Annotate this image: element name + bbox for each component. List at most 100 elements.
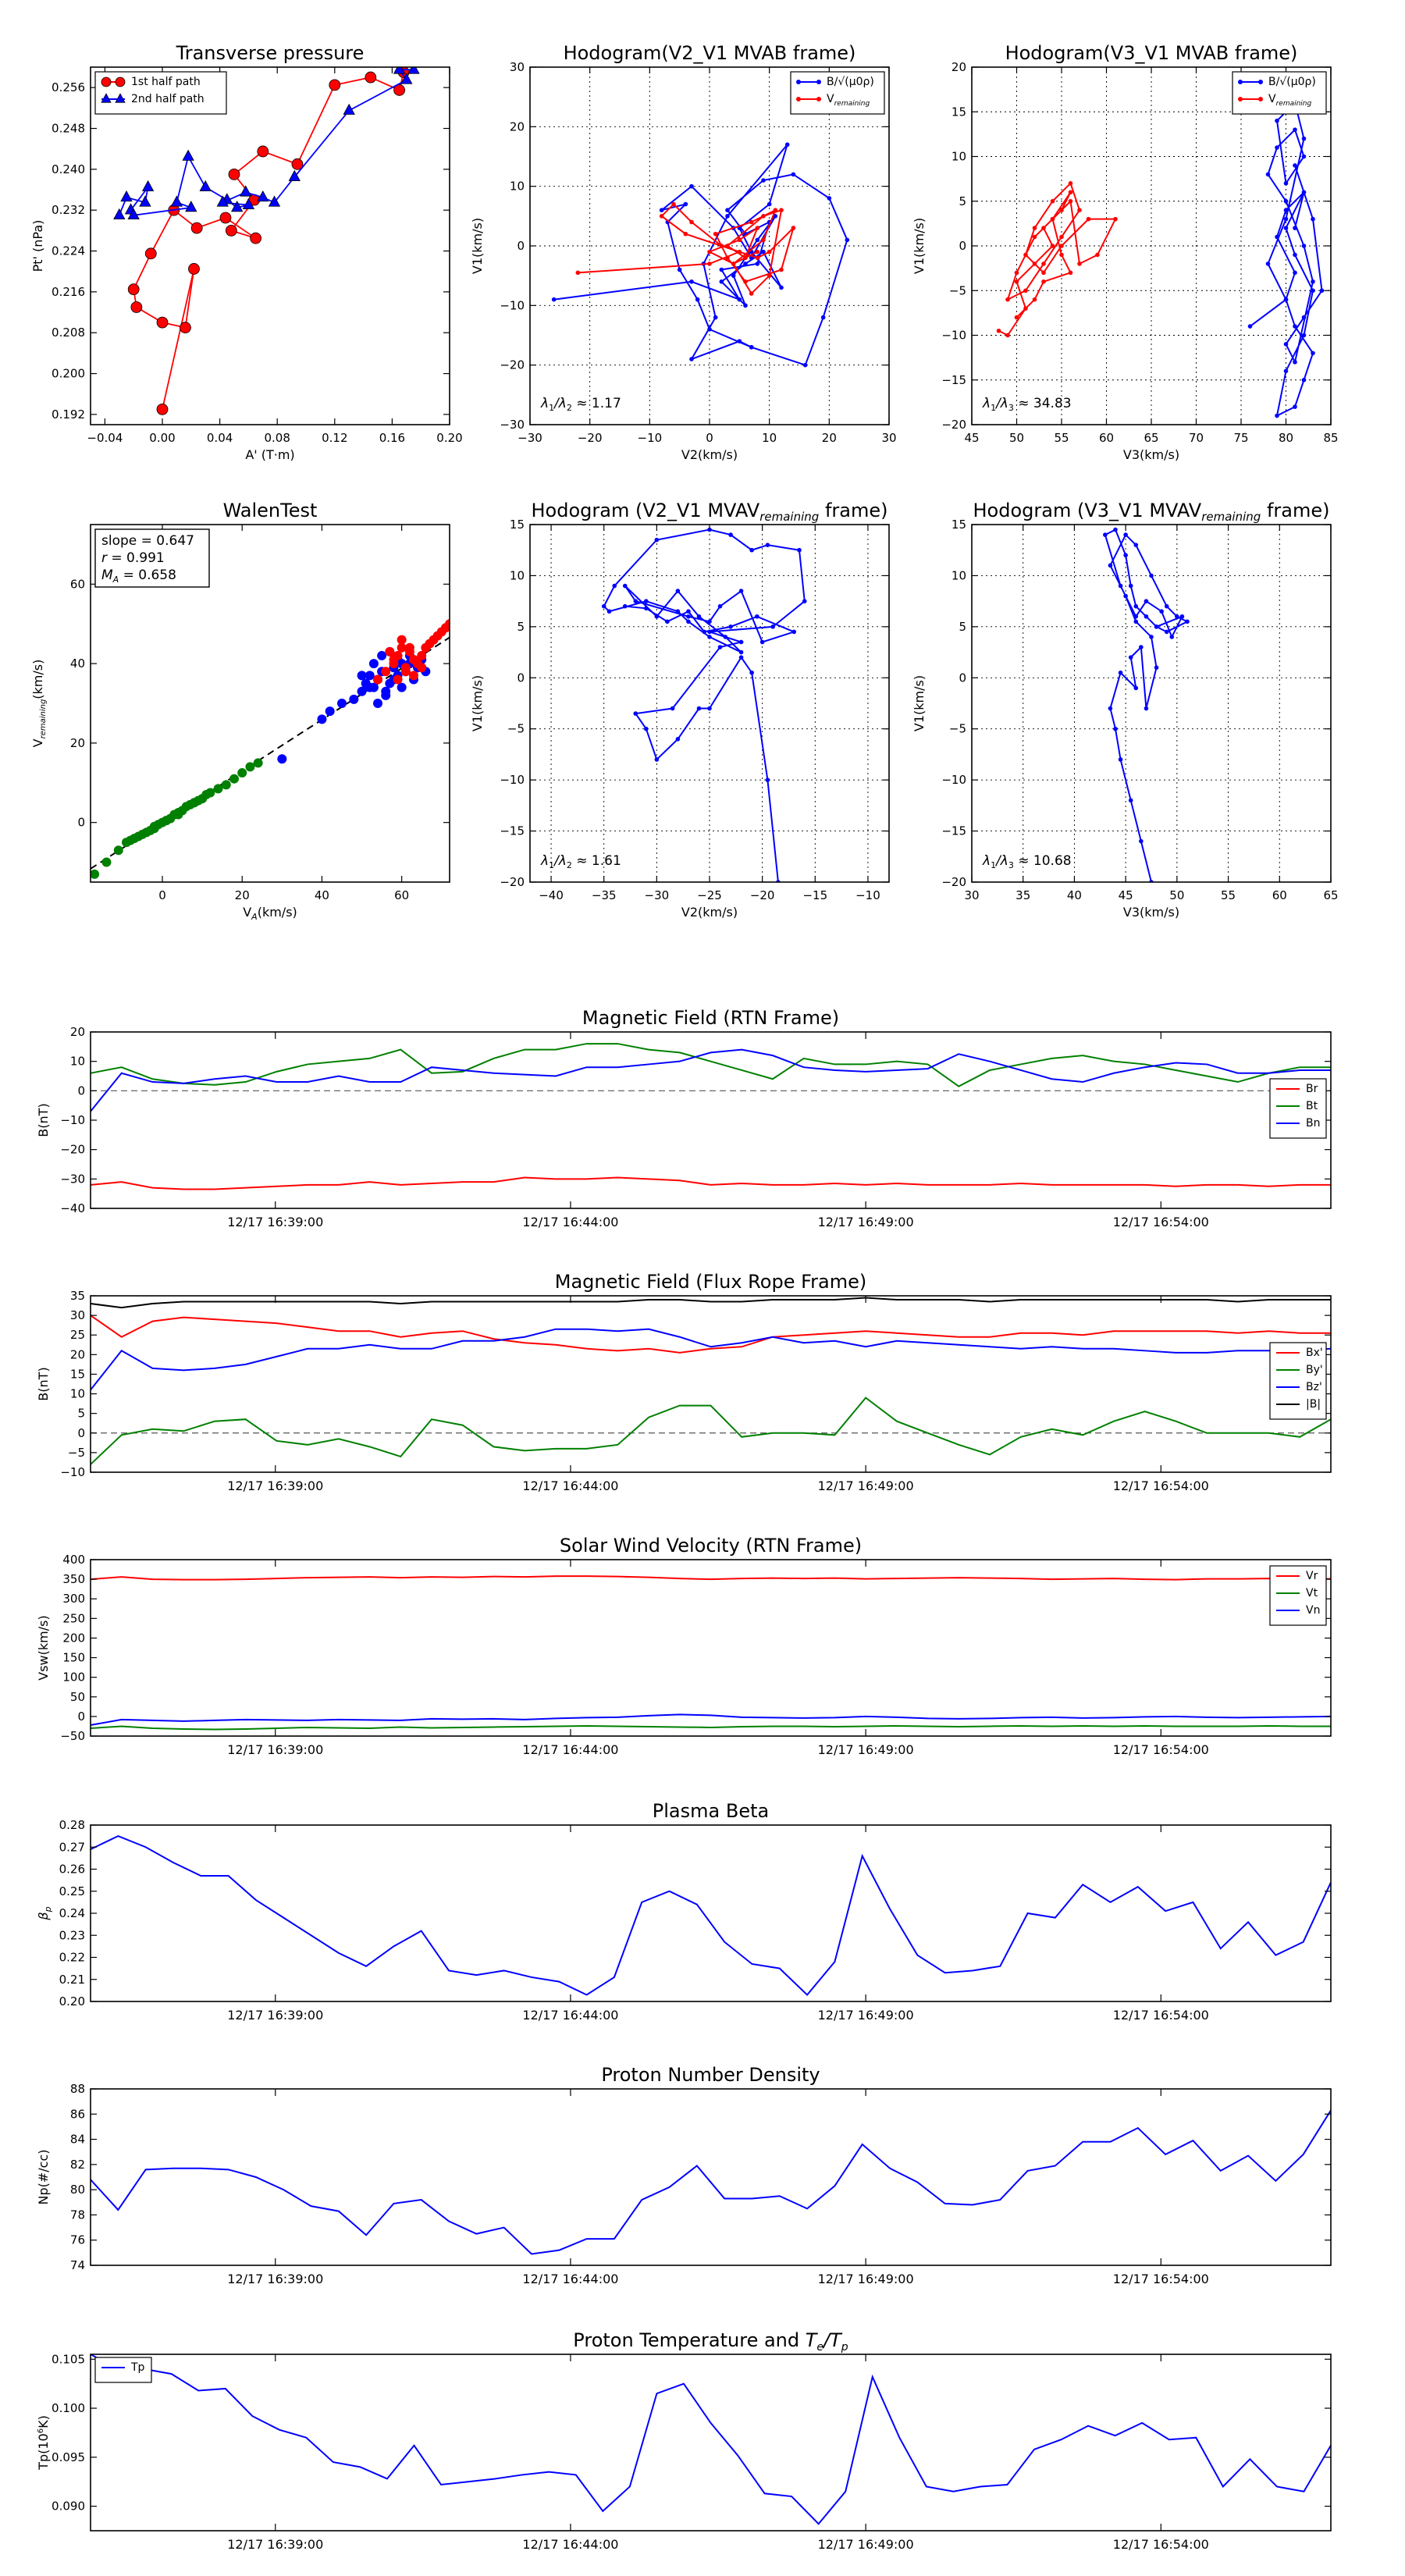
chart-title: Hodogram(V2_V1 MVAB frame) <box>564 42 856 64</box>
series-v-point <box>675 609 681 614</box>
label-sup: 6 <box>37 2428 45 2433</box>
stats-line: MA = 0.658 <box>101 568 176 585</box>
legend-label: 2nd half path <box>131 93 205 105</box>
series-v-remaining-point <box>1014 315 1019 320</box>
series-v-point <box>738 639 744 645</box>
series-b-0--point <box>761 178 766 183</box>
series-b-0--point <box>1293 226 1297 230</box>
series-b-0--point <box>713 315 718 320</box>
series-v-remaining-point <box>707 249 712 254</box>
series-b-0--point <box>725 214 730 219</box>
series-red-point <box>404 642 414 653</box>
x-tick-label: 0.08 <box>264 431 290 445</box>
series-b-0--point <box>761 249 766 254</box>
legend-box <box>94 2357 152 2383</box>
plot-area <box>91 2109 1331 2255</box>
x-tick-label: −0.04 <box>87 431 123 445</box>
series-1st-half-path-line <box>133 72 404 410</box>
x-tick-label: 12/17 16:54:00 <box>1113 1478 1209 1493</box>
stats-part: M <box>101 568 113 583</box>
title-part: Hodogram (V2_V1 MVAV <box>532 500 760 521</box>
series-green-point <box>189 798 199 808</box>
series-v-remaining-point <box>1059 208 1064 213</box>
series-green-point <box>149 824 159 834</box>
legend-marker <box>816 80 821 84</box>
series-v-point <box>622 603 628 609</box>
title-part: Hodogram (V3_V1 MVAV <box>973 500 1202 521</box>
series-green-point <box>201 790 212 800</box>
series-b-0--point <box>1283 368 1289 374</box>
x-tick-label: 12/17 16:39:00 <box>227 1478 323 1493</box>
series-1st-half-path-point <box>144 247 157 260</box>
series-v-point <box>1118 583 1123 589</box>
series-blue-point <box>397 682 407 692</box>
series-1st-half-path-point <box>365 71 377 84</box>
series-blue-point <box>277 754 287 764</box>
series-b-0--point <box>784 142 790 148</box>
y-tick-label: −5 <box>949 722 966 736</box>
x-tick-label: 20 <box>235 888 250 902</box>
y-tick-label: 0.25 <box>59 1884 85 1898</box>
series-v-remaining-line <box>578 203 795 295</box>
series-v-remaining-point <box>779 208 784 213</box>
series-blue-point <box>373 699 382 708</box>
series-v-point <box>1113 527 1118 532</box>
series-v-remaining-point <box>671 201 676 207</box>
y-tick-label: 5 <box>77 1407 85 1421</box>
series-v-point <box>723 635 728 639</box>
x-tick-label: 12/17 16:39:00 <box>227 2008 323 2023</box>
y-tick-label: 0.21 <box>59 1973 85 1987</box>
series-red-point <box>400 667 411 677</box>
plot-area <box>91 1297 1331 1465</box>
y-tick-label: 100 <box>62 1670 85 1685</box>
series-2nd-half-path-point <box>216 195 229 207</box>
series-green-point <box>229 774 239 784</box>
series-v-remaining-point <box>1032 226 1037 230</box>
chart-proton_density: 12/17 16:39:00 12/17 16:44:00 12/17 16:49:… <box>36 2064 1332 2286</box>
x-tick-label: 12/17 16:49:00 <box>818 2008 914 2023</box>
anno-sub: 1 <box>991 860 996 870</box>
label-part: V <box>30 738 45 747</box>
y-tick-label: −10 <box>941 773 966 787</box>
series-b-0--point <box>1293 127 1297 132</box>
label-part: V <box>243 905 251 920</box>
chart-hodogram_v3_v1_mvab: 45 50 55 60 65 70 75 80 85 −20 −15 −10 −5 0 5 10 15 20 Hod… <box>912 42 1339 462</box>
x-tick-label: −35 <box>592 888 617 902</box>
chart-magnetic_field_rtn: 12/17 16:39:00 12/17 16:44:00 12/17 16:49:… <box>36 1007 1332 1229</box>
series-v-remaining-point <box>731 262 736 266</box>
series-b-0--point <box>1301 377 1307 382</box>
legend-marker <box>816 97 821 101</box>
series-v-remaining-point <box>1032 262 1037 266</box>
series-1st-half-path-point <box>228 168 240 180</box>
series-green-point <box>91 869 100 879</box>
series-b-0--point <box>1293 163 1297 168</box>
anno-part: λ <box>540 853 549 869</box>
series-v-point <box>765 777 770 782</box>
y-tick-label: 5 <box>959 620 966 634</box>
series-b-0--point <box>1293 270 1297 276</box>
series-2nd-half-path-point <box>257 190 269 202</box>
series-b-0--point <box>743 262 748 266</box>
series-b-0--point <box>737 297 742 302</box>
series-v-line <box>603 528 806 882</box>
x-tick-label: 12/17 16:39:00 <box>227 1215 323 1229</box>
x-tick-label: 12/17 16:54:00 <box>1113 1742 1209 1757</box>
plot-frame <box>90 66 450 425</box>
series-green-point <box>237 768 247 778</box>
plot-area <box>996 101 1325 418</box>
series-v-point <box>1175 614 1179 619</box>
x-tick-label: 12/17 16:39:00 <box>227 2537 323 2552</box>
series-v-point <box>1139 838 1144 844</box>
x-tick-label: 12/17 16:44:00 <box>522 1215 618 1229</box>
series-v-point <box>707 706 712 711</box>
legend-marker <box>101 76 112 87</box>
series-v-point <box>654 537 660 543</box>
series-v-remaining-line <box>998 182 1117 336</box>
series-b-0--point <box>755 262 760 266</box>
legend-label: |B| <box>1306 1398 1321 1411</box>
x-tick-label: 12/17 16:39:00 <box>227 1742 323 1757</box>
series-v-point <box>1133 614 1139 619</box>
plot-area <box>91 1575 1331 1731</box>
y-tick-label: 0 <box>959 239 966 253</box>
y-tick-label: 10 <box>951 568 966 582</box>
